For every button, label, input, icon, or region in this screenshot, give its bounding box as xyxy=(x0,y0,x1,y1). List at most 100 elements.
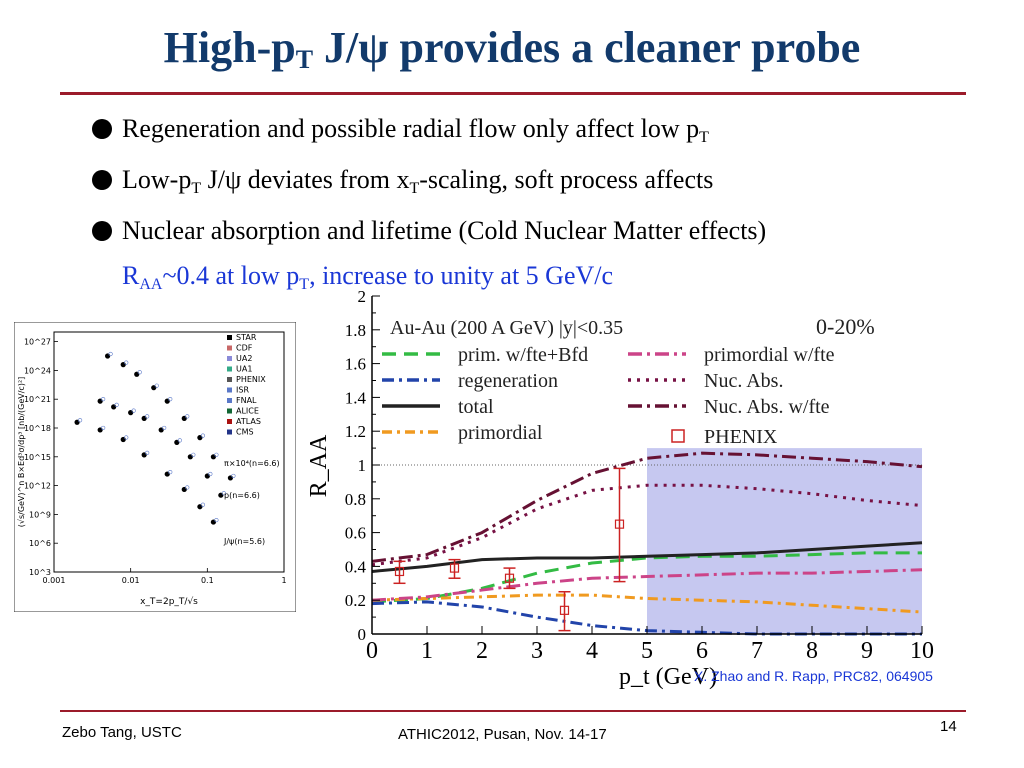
bullet-dot-icon xyxy=(92,170,112,190)
raa-x-tick-label: 8 xyxy=(806,638,818,664)
xt-data-point-secondary xyxy=(131,408,136,413)
raa-x-tick-label: 9 xyxy=(861,638,873,664)
xt-data-point-secondary xyxy=(137,370,142,375)
xt-data-point xyxy=(210,454,217,460)
xt-data-point xyxy=(158,427,164,433)
bullet-dot-icon xyxy=(92,221,112,241)
annotation-pion: π×10⁴(n=6.6) xyxy=(224,459,280,468)
raa-x-tick-label: 4 xyxy=(586,638,598,664)
legend-label: PHENIX xyxy=(704,426,778,448)
raa-y-tick-label: 1.4 xyxy=(345,388,367,407)
xt-legend-label: UA1 xyxy=(236,365,252,374)
xt-legend-label: CDF xyxy=(236,344,253,353)
legend-swatch-phenix xyxy=(671,429,685,443)
xt-data-point xyxy=(151,385,157,391)
legend-label: primordial w/fte xyxy=(704,344,835,366)
xt-y-tick-label: 10^18 xyxy=(24,424,51,433)
xt-data-point-secondary xyxy=(124,435,129,440)
series-line-total xyxy=(371,541,923,573)
legend-label: prim. w/fte+Bfd xyxy=(458,344,588,366)
xt-data-point xyxy=(218,492,224,498)
xt-data-point-secondary xyxy=(77,418,83,423)
xt-y-tick-label: 10^24 xyxy=(24,366,51,375)
page-number: 14 xyxy=(940,718,957,735)
phenix-data-point xyxy=(503,567,516,590)
raa-y-tick-label: 1 xyxy=(358,456,367,475)
raa-y-tick-label: 2 xyxy=(358,287,367,306)
xt-data-point-secondary xyxy=(221,491,226,496)
xt-x-tick-label: 0.1 xyxy=(201,576,214,585)
xt-data-point xyxy=(164,398,170,404)
xt-data-point xyxy=(197,504,203,510)
xt-xlabel: x_T=2p_T/√s xyxy=(140,596,198,607)
xt-data-point-secondary xyxy=(124,360,129,365)
bullet-item: Low-pT J/ψ deviates from xT-scaling, sof… xyxy=(92,159,992,210)
footer-divider xyxy=(60,710,966,712)
xt-legend-label: CMS xyxy=(236,428,254,437)
raa-xlabel: p_t (GeV) xyxy=(619,664,717,690)
xt-legend-marker xyxy=(227,398,232,403)
xt-legend-marker xyxy=(227,408,232,414)
pt-region-shade xyxy=(647,448,922,634)
xt-data-point-secondary xyxy=(200,502,206,507)
xt-data-point-secondary xyxy=(145,414,150,419)
xt-legend-label: FNAL xyxy=(236,396,257,405)
xt-legend-label: ISR xyxy=(236,386,249,395)
xt-data-point xyxy=(141,452,147,458)
xt-data-point xyxy=(74,419,80,425)
raa-y-tick-label: 1.2 xyxy=(345,422,366,441)
xt-data-point xyxy=(197,435,203,441)
raa-y-tick-label: 1.8 xyxy=(345,321,366,340)
xt-legend-label: UA2 xyxy=(236,354,252,363)
raa-chart: 00.20.40.60.811.21.41.61.820 1 2 3 4 5 6 7 8 9 10 … xyxy=(306,287,934,690)
bullet-list: Regeneration and possible radial flow on… xyxy=(92,108,992,306)
xt-legend-marker xyxy=(227,345,232,351)
raa-y-tick-label: 1.6 xyxy=(345,355,366,374)
raa-y-tick-label: 0.6 xyxy=(345,524,366,543)
xt-legend-label: ATLAS xyxy=(236,417,261,426)
xt-data-point xyxy=(134,371,140,377)
footer-author: Zebo Tang, USTC xyxy=(62,724,182,741)
raa-x-tick-label: 3 xyxy=(531,638,543,664)
xt-data-point-secondary xyxy=(168,469,173,475)
xt-legend-marker xyxy=(227,366,232,372)
xt-data-point xyxy=(104,353,111,359)
legend-label: Nuc. Abs. xyxy=(704,370,783,392)
legend-label: regeneration xyxy=(458,370,558,392)
xt-x-tick-label: 0.001 xyxy=(43,576,66,585)
raa-chart-centrality: 0-20% xyxy=(816,314,875,339)
xt-data-point xyxy=(204,473,210,479)
xt-data-point-secondary xyxy=(214,452,219,457)
xt-x-tick-label: 1 xyxy=(281,576,286,585)
xt-data-point-secondary xyxy=(162,425,167,431)
xt-legend-marker xyxy=(227,335,232,340)
xt-x-tick-label: 0.01 xyxy=(122,576,140,585)
legend-label: Nuc. Abs. w/fte xyxy=(704,396,830,418)
bullet-item: Regeneration and possible radial flow on… xyxy=(92,108,992,159)
xt-data-point xyxy=(111,404,117,410)
xt-data-point xyxy=(164,471,170,477)
xt-legend-marker xyxy=(227,419,232,424)
xt-legend-marker xyxy=(227,377,232,382)
xt-legend-label: PHENIX xyxy=(236,375,266,384)
xt-data-point-secondary xyxy=(177,438,182,443)
xt-data-point xyxy=(120,436,126,443)
xt-y-tick-label: 10^9 xyxy=(29,510,51,519)
raa-x-tick-label: 5 xyxy=(641,638,653,664)
phenix-data-point xyxy=(393,560,406,585)
raa-x-tick-label: 2 xyxy=(476,638,488,664)
xt-scaling-chart: 10^3 10^6 10^9 10^12 10^15 10^18 10^21 10^24 10^… xyxy=(14,322,296,612)
raa-y-tick-label: 0.2 xyxy=(345,591,366,610)
xt-y-tick-label: 10^3 xyxy=(29,568,51,577)
xt-data-point xyxy=(181,415,187,421)
xt-data-point-secondary xyxy=(168,397,173,402)
xt-data-point-secondary xyxy=(101,425,106,431)
raa-y-tick-label: 0.8 xyxy=(345,490,366,509)
phenix-data-point xyxy=(448,558,461,579)
footer-event: ATHIC2012, Pusan, Nov. 14-17 xyxy=(398,726,607,743)
xt-ylabel: (√s/GeV)^n B×Ed³σ/dp³ [nb/(GeV/c)²] xyxy=(17,377,26,528)
xt-data-point-secondary xyxy=(208,471,213,477)
xt-legend-marker xyxy=(227,429,232,435)
raa-x-tick-label: 6 xyxy=(696,638,708,664)
raa-statement: RAA~0.4 at low pT, increase to unity at … xyxy=(122,261,614,293)
